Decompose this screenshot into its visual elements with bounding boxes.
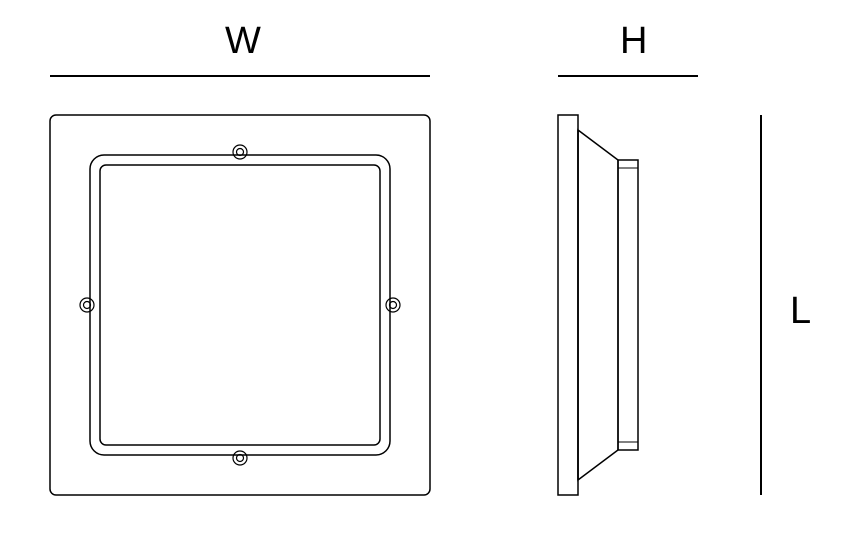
front-inner-bezel [90, 155, 390, 455]
front-inner-panel [100, 165, 380, 445]
screw-top [233, 145, 247, 159]
screw-bottom [233, 451, 247, 465]
front-outer-plate [50, 115, 430, 495]
side-mid-body [578, 130, 618, 480]
side-base-plate [558, 115, 578, 495]
side-front-cover [618, 160, 638, 450]
screw-left [80, 298, 94, 312]
front-view-drawing [0, 0, 856, 540]
screw-right [386, 298, 400, 312]
